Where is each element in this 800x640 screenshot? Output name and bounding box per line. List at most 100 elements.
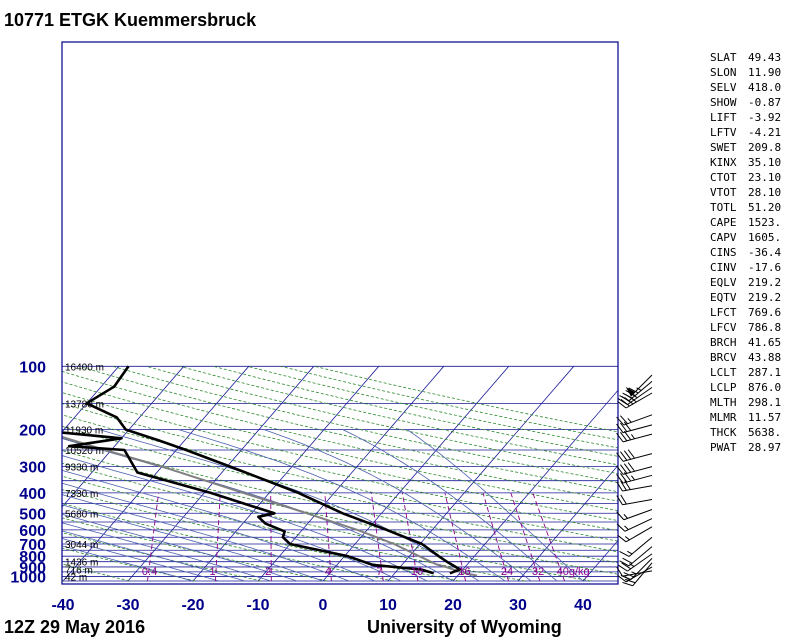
wind-barb — [619, 546, 653, 567]
index-name: LFCV — [710, 321, 737, 334]
index-name: LFCT — [710, 306, 737, 319]
index-row: LFCT 769.6 — [710, 305, 781, 320]
pressure-tick-label: 1000 — [10, 570, 46, 587]
height-label: 10520 m — [65, 446, 104, 457]
wind-barb — [617, 526, 653, 543]
index-name: CTOT — [710, 171, 737, 184]
temperature-tick-label: -20 — [181, 597, 204, 614]
wind-barb — [619, 536, 653, 557]
index-row: SLON 11.90 — [710, 65, 781, 80]
isotherm — [582, 539, 618, 582]
pressure-tick-label: 800 — [19, 549, 46, 566]
temperature-profile — [85, 365, 462, 575]
wind-barb — [616, 509, 653, 521]
index-name: TOTL — [710, 201, 737, 214]
mixing-ratio-label: 24 — [501, 566, 513, 578]
index-value: 786.8 — [748, 321, 782, 334]
temperature-tick-label: 20 — [444, 597, 462, 614]
index-value: -3.92 — [748, 111, 782, 124]
dry-adiabat — [62, 532, 262, 582]
pressure-tick-label: 500 — [19, 506, 46, 523]
index-value: 209.8 — [748, 141, 782, 154]
mixing-ratio-line — [214, 492, 221, 582]
moist-adiabat — [62, 504, 324, 582]
index-row: BRCV 43.88 — [710, 350, 781, 365]
index-value: 41.65 — [748, 336, 782, 349]
index-row: SHOW -0.87 — [710, 95, 781, 110]
chart-title: 10771 ETGK Kuemmersbruck — [4, 10, 257, 30]
dry-adiabat — [62, 462, 591, 582]
dry-adiabat — [62, 414, 618, 542]
wind-barb — [618, 553, 653, 572]
temperature-tick-label: 30 — [509, 597, 527, 614]
height-label: 9330 m — [65, 463, 98, 474]
pressure-tick-label: 300 — [19, 460, 46, 477]
plot-frame — [61, 41, 619, 585]
index-name: SHOW — [710, 96, 737, 109]
index-name: LFTV — [710, 126, 737, 139]
mixing-ratio-line — [482, 492, 509, 582]
parcel-path — [62, 435, 478, 577]
index-row: MLMR 11.57 — [710, 410, 781, 425]
dry-adiabat — [62, 425, 618, 553]
isotherm — [127, 366, 315, 582]
index-row: CAPE 1523. — [710, 215, 781, 230]
index-value: 876.0 — [748, 381, 782, 394]
mixing-ratio-label: 40g/kg — [557, 566, 590, 578]
moist-adiabat — [62, 545, 194, 582]
index-row: LFTV -4.21 — [710, 125, 781, 140]
index-row: MLTH 298.1 — [710, 395, 781, 410]
mixing-ratio-label: 4 — [325, 566, 331, 578]
index-name: VTOT — [710, 186, 737, 199]
index-value: 35.10 — [748, 156, 782, 169]
moist-adiabat — [62, 538, 220, 582]
moist-adiabat — [62, 530, 246, 582]
index-name: LCLT — [710, 366, 737, 379]
height-label: 716 m — [65, 565, 93, 576]
wind-barb — [617, 392, 653, 409]
dry-adiabat — [62, 403, 618, 532]
index-value: -4.21 — [748, 126, 782, 139]
index-row: THCK 5638. — [710, 425, 781, 440]
index-name: BRCV — [710, 351, 737, 364]
isotherm — [517, 464, 618, 582]
moist-adiabat — [62, 469, 402, 582]
index-name: SWET — [710, 141, 737, 154]
index-value: 1605. — [748, 231, 782, 244]
wind-barbs — [616, 374, 653, 587]
isotherm — [322, 366, 510, 582]
mixing-ratio-label: 0.4 — [142, 566, 157, 578]
isotherm — [62, 366, 185, 508]
index-row: CAPV 1605. — [710, 230, 781, 245]
moist-adiabat — [62, 513, 298, 582]
dewpoint-profile — [62, 431, 435, 575]
moist-adiabat — [62, 522, 272, 582]
wind-barb — [622, 562, 653, 587]
dry-adiabat — [62, 450, 618, 575]
moist-adiabat — [62, 494, 350, 582]
pressure-tick-label: 100 — [19, 359, 46, 376]
index-name: EQLV — [710, 276, 737, 289]
index-row: CTOT 23.10 — [710, 170, 781, 185]
wind-barb — [616, 414, 653, 426]
moist-adiabat — [178, 429, 506, 582]
observation-time: 12Z 29 May 2016 — [4, 617, 146, 637]
index-value: -0.87 — [748, 96, 782, 109]
index-value: 49.43 — [748, 51, 782, 64]
sounding-layer — [62, 365, 478, 577]
dry-adiabat — [213, 365, 618, 457]
mixing-ratio-label: 1 — [210, 566, 216, 578]
index-value: 298.1 — [748, 396, 782, 409]
wind-barb — [616, 518, 653, 532]
height-label: 5680 m — [65, 509, 98, 520]
index-row: KINX 35.10 — [710, 155, 781, 170]
height-label: 3044 m — [65, 540, 98, 551]
mixing-ratio-label: 7 — [376, 566, 382, 578]
mixing-ratio-label: 32 — [532, 566, 544, 578]
index-name: CAPE — [710, 216, 737, 229]
index-value: 28.97 — [748, 441, 782, 454]
pressure-tick-label: 600 — [19, 523, 46, 540]
isotherm — [257, 366, 445, 582]
moist-adiabat — [62, 482, 376, 582]
